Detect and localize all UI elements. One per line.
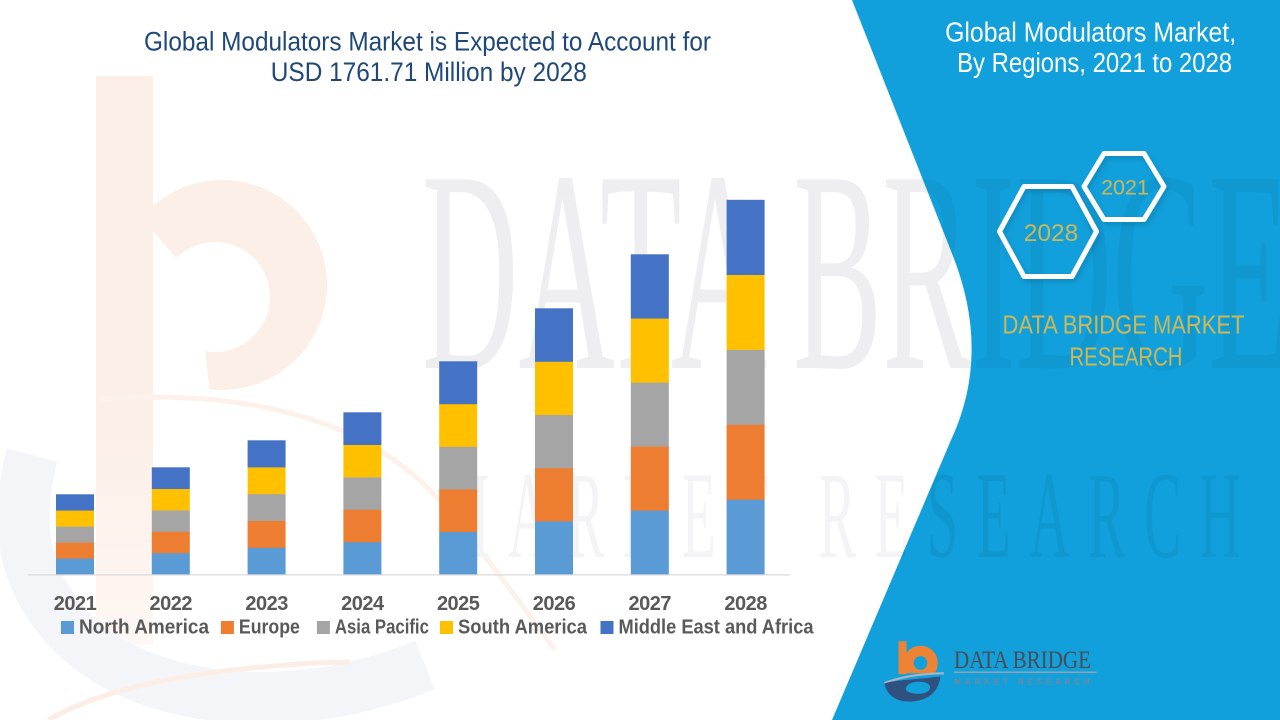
svg-text:DATA BRIDGE MARKET: DATA BRIDGE MARKET: [1003, 310, 1245, 340]
svg-text:2025: 2025: [437, 593, 480, 615]
svg-text:2022: 2022: [150, 593, 193, 615]
svg-text:2024: 2024: [341, 593, 385, 615]
svg-text:2021: 2021: [1101, 176, 1149, 200]
svg-text:2021: 2021: [54, 593, 97, 615]
svg-text:DATA BRIDGE: DATA BRIDGE: [954, 647, 1091, 674]
svg-text:Global Modulators Market is Ex: Global Modulators Market is Expected to …: [144, 27, 711, 57]
svg-text:By Regions, 2021 to 2028: By Regions, 2021 to 2028: [957, 47, 1232, 78]
svg-text:RESEARCH: RESEARCH: [1070, 342, 1183, 372]
svg-text:2023: 2023: [245, 593, 288, 615]
svg-text:Europe: Europe: [239, 617, 300, 639]
svg-text:South America: South America: [458, 617, 588, 639]
svg-text:2026: 2026: [533, 593, 576, 615]
svg-text:2028: 2028: [724, 593, 767, 615]
svg-text:USD 1761.71 Million by 2028: USD 1761.71 Million by 2028: [271, 57, 587, 87]
svg-text:2027: 2027: [629, 593, 672, 615]
svg-text:MARKET RESEARCH: MARKET RESEARCH: [955, 678, 1094, 687]
svg-text:Global Modulators Market,: Global Modulators Market,: [945, 17, 1236, 48]
svg-text:Middle East and Africa: Middle East and Africa: [619, 617, 815, 639]
svg-text:North America: North America: [79, 617, 210, 639]
svg-text:Asia Pacific: Asia Pacific: [335, 617, 429, 639]
svg-text:2028: 2028: [1024, 220, 1079, 247]
